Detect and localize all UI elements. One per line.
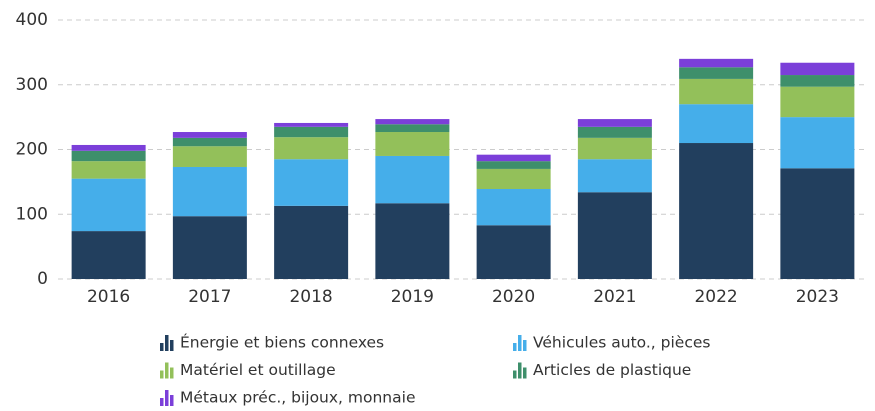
bar-segment — [71, 161, 146, 179]
y-tick-label: 0 — [37, 269, 48, 289]
bar-segment — [71, 178, 146, 232]
x-tick-label: 2020 — [492, 287, 535, 307]
bar-segment — [172, 132, 247, 138]
bar-segment — [780, 86, 855, 118]
x-tick-label: 2021 — [593, 287, 636, 307]
y-tick-label: 200 — [16, 140, 48, 160]
legend-icon — [523, 367, 527, 379]
bar-segment — [679, 104, 754, 144]
bar-segment — [577, 119, 652, 127]
bar-segment — [172, 137, 247, 147]
legend-icon — [165, 335, 169, 351]
y-tick-label: 300 — [16, 75, 48, 95]
legend-icon — [165, 390, 169, 406]
legend-label: Matériel et outillage — [180, 361, 336, 379]
y-tick-label: 100 — [16, 204, 48, 224]
bar-segment — [780, 75, 855, 87]
bar-segment — [476, 188, 551, 226]
legend-icon — [513, 370, 517, 379]
bar-segment — [375, 124, 450, 133]
bar-segment — [172, 146, 247, 167]
legend-label: Articles de plastique — [533, 361, 691, 379]
legend-icon — [160, 370, 164, 379]
bar-segment — [577, 126, 652, 138]
legend-icon — [170, 395, 174, 406]
x-tick-label: 2022 — [694, 287, 737, 307]
bar-segment — [679, 143, 754, 279]
bar-segment — [274, 126, 349, 138]
legend-icon — [165, 362, 169, 379]
bar-segment — [71, 150, 146, 162]
bar-segment — [274, 205, 349, 279]
bar-segment — [274, 159, 349, 206]
bar-segment — [476, 225, 551, 279]
bar-segment — [375, 119, 450, 125]
legend-icon — [513, 343, 517, 351]
legend-icon — [518, 362, 522, 379]
bar-segment — [375, 155, 450, 204]
legend-icon — [170, 367, 174, 379]
bar-segment — [172, 216, 247, 279]
bar-segment — [780, 168, 855, 279]
x-tick-label: 2018 — [289, 287, 332, 307]
legend-icon — [523, 340, 527, 351]
x-tick-label: 2017 — [188, 287, 231, 307]
bar-segment — [172, 166, 247, 217]
bar-segment — [476, 154, 551, 162]
bar-segment — [375, 132, 450, 156]
bar-segment — [476, 168, 551, 189]
bar-segment — [577, 137, 652, 160]
x-tick-label: 2023 — [796, 287, 839, 307]
bar-segment — [274, 122, 349, 127]
legend-label: Métaux préc., bijoux, monnaie — [180, 389, 415, 407]
bar-segment — [780, 117, 855, 169]
bar-segment — [274, 137, 349, 160]
bar-segment — [679, 58, 754, 68]
bar-segment — [71, 144, 146, 151]
bar-segment — [679, 78, 754, 105]
y-tick-label: 400 — [16, 10, 48, 30]
legend-label: Énergie et biens connexes — [180, 333, 384, 352]
legend-icon — [160, 343, 164, 351]
bar-segment — [577, 192, 652, 279]
bar-segment — [71, 231, 146, 279]
bar-segment — [780, 62, 855, 76]
bar-segment — [375, 203, 450, 279]
legend-label: Véhicules auto., pièces — [533, 334, 710, 352]
legend-icon — [518, 335, 522, 351]
legend-icon — [170, 340, 174, 351]
bar-segment — [476, 161, 551, 169]
bar-segment — [577, 159, 652, 193]
legend-icon — [160, 398, 164, 406]
x-tick-label: 2019 — [391, 287, 434, 307]
x-tick-label: 2016 — [87, 287, 130, 307]
bar-segment — [679, 67, 754, 79]
